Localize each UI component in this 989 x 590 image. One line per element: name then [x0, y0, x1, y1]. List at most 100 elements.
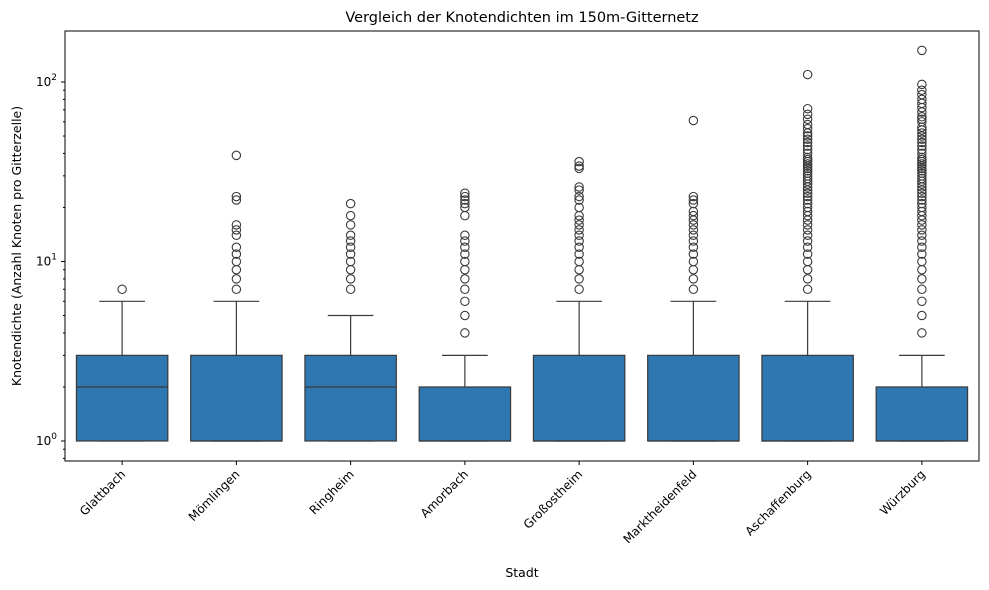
box-group	[75, 284, 169, 442]
y-tick-label: 102	[36, 73, 57, 89]
outlier-point	[802, 171, 813, 181]
box-group	[418, 188, 512, 442]
y-axis: 100 101 102	[36, 73, 65, 459]
outlier-point	[231, 264, 242, 275]
outlier-point	[917, 137, 927, 148]
outlier-point	[802, 148, 813, 159]
outlier-point	[231, 225, 242, 235]
outlier-point	[460, 202, 470, 213]
outlier-point	[802, 152, 813, 163]
x-tick-label: Würzburg	[877, 467, 928, 518]
outlier-point	[460, 296, 470, 307]
outlier-point	[460, 264, 470, 275]
outlier-point	[917, 148, 927, 159]
outlier-point	[574, 236, 584, 246]
outlier-point	[460, 198, 470, 209]
outlier-point	[231, 256, 242, 267]
outlier-point	[231, 191, 242, 202]
outlier-point	[917, 79, 927, 90]
axes-frame	[64, 30, 980, 462]
outlier-point	[231, 274, 242, 284]
outlier-point	[574, 274, 584, 284]
outlier-point	[917, 117, 927, 127]
outlier-point	[917, 141, 927, 151]
box	[875, 386, 969, 442]
outlier-point	[802, 109, 813, 120]
outlier-point	[917, 225, 927, 235]
outlier-point	[460, 236, 470, 246]
outlier-point	[802, 202, 813, 213]
outlier-point	[917, 191, 927, 202]
x-tick-label: Aschaffenburg	[742, 467, 813, 538]
x-tick-label: Glattbach	[77, 467, 128, 518]
outlier-point	[917, 220, 927, 230]
outlier-point	[802, 131, 813, 141]
outlier-point	[574, 220, 584, 230]
outlier-point	[460, 230, 470, 241]
outlier-point	[802, 123, 813, 134]
outlier-point	[917, 264, 927, 275]
box-group	[875, 45, 969, 442]
outlier-point	[688, 230, 699, 241]
outlier-point	[688, 220, 699, 230]
outlier-point	[574, 256, 584, 267]
outlier-point	[917, 249, 927, 259]
outlier-point	[802, 220, 813, 230]
outlier-point	[802, 114, 813, 125]
outlier-point	[802, 206, 813, 217]
plot-area	[75, 45, 969, 442]
outlier-point	[917, 128, 927, 138]
outlier-point	[574, 185, 584, 195]
outlier-point	[802, 256, 813, 267]
outlier-point	[574, 156, 584, 167]
outlier-point	[460, 256, 470, 267]
outlier-point	[688, 198, 699, 209]
box	[761, 354, 854, 442]
box-group	[190, 150, 283, 442]
x-axis: Glattbach Mömlingen Ringheim Amorbach Großos…	[77, 461, 928, 546]
outlier-point	[917, 114, 927, 125]
x-tick-label: Ringheim	[307, 467, 357, 517]
outlier-point	[917, 206, 927, 217]
outlier-point	[917, 45, 927, 56]
outlier-point	[917, 112, 927, 122]
outlier-point	[802, 191, 813, 202]
box	[647, 354, 740, 442]
x-tick-label: Marktheidenfeld	[620, 467, 699, 546]
outlier-point	[574, 225, 584, 235]
outlier-point	[231, 230, 242, 241]
outlier-point	[802, 195, 813, 205]
outlier-point	[917, 168, 927, 179]
outlier-point	[688, 284, 699, 295]
outlier-point	[802, 225, 813, 235]
outlier-point	[345, 274, 356, 284]
outlier-point	[802, 141, 813, 151]
outlier-point	[231, 195, 242, 205]
outlier-point	[802, 274, 813, 284]
outlier-point	[688, 225, 699, 235]
outlier-point	[802, 242, 813, 253]
outlier-point	[917, 202, 927, 213]
outlier-point	[574, 191, 584, 202]
outlier-point	[345, 249, 356, 259]
x-tick-label: Großostheim	[521, 467, 585, 531]
outlier-point	[802, 198, 813, 209]
outlier-point	[802, 69, 813, 80]
outlier-point	[802, 134, 813, 144]
outlier-point	[802, 144, 813, 155]
outlier-point	[688, 274, 699, 284]
outlier-point	[574, 161, 584, 171]
outlier-point	[117, 284, 127, 295]
outlier-point	[917, 284, 927, 295]
outlier-point	[917, 188, 927, 199]
outlier-point	[345, 242, 356, 253]
outlier-point	[917, 171, 927, 181]
outlier-point	[688, 256, 699, 267]
outlier-point	[917, 236, 927, 246]
y-tick-label: 100	[36, 432, 57, 448]
outlier-point	[231, 220, 242, 230]
outlier-point	[917, 230, 927, 241]
outlier-point	[574, 202, 584, 213]
outlier-point	[460, 195, 470, 205]
outlier-point	[688, 115, 699, 126]
